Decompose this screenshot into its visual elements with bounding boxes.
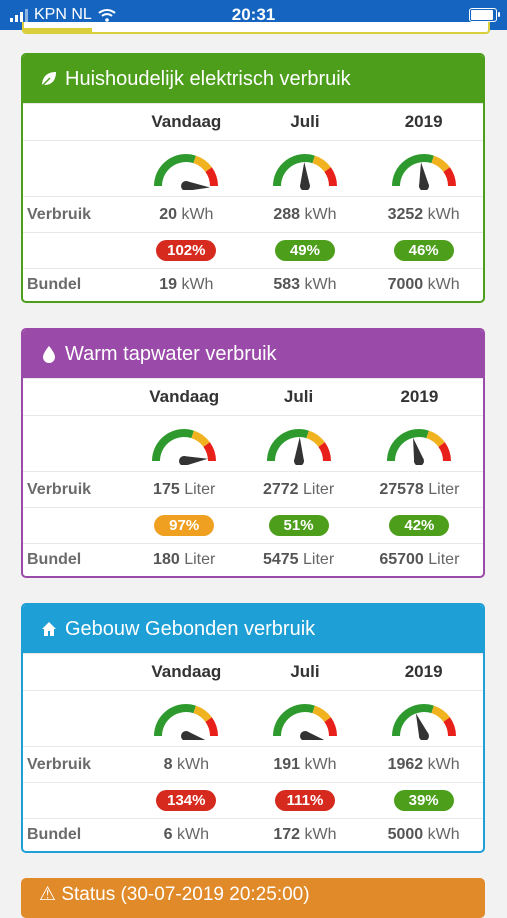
column-header: 2019 <box>364 653 483 691</box>
bundle-value: 5000 kWh <box>364 818 483 851</box>
usage-panel: Huishoudelijk elektrisch verbruik Vandaa… <box>21 53 485 303</box>
column-header: Vandaag <box>127 103 246 141</box>
table-row <box>23 415 483 472</box>
bundle-value: 583 kWh <box>245 268 365 301</box>
usage-value: 175 Liter <box>127 471 242 508</box>
row-label: Verbruik <box>23 746 127 783</box>
bundle-value: 180 Liter <box>127 543 242 576</box>
column-header: 2019 <box>364 103 483 141</box>
bundle-value: 7000 kWh <box>364 268 483 301</box>
percentage-badge: 51% <box>268 515 329 536</box>
usage-value: 288 kWh <box>245 196 365 233</box>
column-header: 2019 <box>355 378 483 416</box>
panel-title: Gebouw Gebonden verbruik <box>65 617 316 640</box>
column-header: Juli <box>245 653 365 691</box>
percentage-badge: 111% <box>274 790 335 811</box>
table-row: Verbruik 8 kWh 191 kWh 1962 kWh <box>23 746 483 783</box>
table-row: Vandaag Juli 2019 <box>23 653 483 691</box>
row-label: Bundel <box>23 818 127 851</box>
column-header: Juli <box>245 103 365 141</box>
usage-value: 1962 kWh <box>364 746 483 783</box>
usage-value: 27578 Liter <box>355 471 483 508</box>
gauge-icon <box>154 153 219 190</box>
water-drop-icon <box>39 344 59 364</box>
usage-value: 2772 Liter <box>241 471 356 508</box>
gauge-icon <box>152 428 217 465</box>
warning-icon: ⚠ <box>39 884 57 905</box>
table-row: Verbruik 20 kWh 288 kWh 3252 kWh <box>23 196 483 233</box>
table-row: 97% 51% 42% <box>23 507 483 544</box>
signal-icon <box>10 8 28 22</box>
leaf-icon <box>39 69 59 89</box>
gauge-icon <box>391 703 456 740</box>
percentage-badge: 49% <box>274 240 335 261</box>
gauge-icon <box>266 428 331 465</box>
table-row: 134% 111% 39% <box>23 782 483 819</box>
percentage-badge: 102% <box>156 240 217 261</box>
row-label: Bundel <box>23 543 127 576</box>
panel-title: Huishoudelijk elektrisch verbruik <box>65 67 351 90</box>
table-row: 102% 49% 46% <box>23 232 483 269</box>
gauge-icon <box>387 428 452 465</box>
bundle-value: 172 kWh <box>245 818 365 851</box>
usage-panel: Warm tapwater verbruik Vandaag Juli 2019 V… <box>21 328 485 578</box>
gauge-icon <box>154 703 219 740</box>
wifi-icon <box>98 9 116 22</box>
table-row: Bundel 6 kWh 172 kWh 5000 kWh <box>23 818 483 851</box>
column-header: Vandaag <box>127 378 242 416</box>
table-row: Vandaag Juli 2019 <box>23 378 483 416</box>
percentage-badge: 97% <box>154 515 215 536</box>
gauge-icon <box>391 153 456 190</box>
panel-header[interactable]: Gebouw Gebonden verbruik <box>23 605 483 653</box>
previous-panel-edge <box>22 22 490 34</box>
percentage-badge: 39% <box>393 790 454 811</box>
clock: 20:31 <box>231 5 276 24</box>
usage-value: 20 kWh <box>127 196 246 233</box>
table-row: Bundel 19 kWh 583 kWh 7000 kWh <box>23 268 483 301</box>
bundle-value: 5475 Liter <box>241 543 356 576</box>
row-label: Verbruik <box>23 471 127 508</box>
percentage-badge: 134% <box>156 790 217 811</box>
usage-value: 8 kWh <box>127 746 246 783</box>
table-row <box>23 140 483 197</box>
status-panel-header[interactable]: ⚠ Status (30-07-2019 20:25:00) <box>21 878 485 918</box>
percentage-badge: 46% <box>393 240 454 261</box>
table-row: Verbruik 175 Liter 2772 Liter 27578 Liter <box>23 471 483 508</box>
table-row: Vandaag Juli 2019 <box>23 103 483 141</box>
bundle-value: 65700 Liter <box>355 543 483 576</box>
bundle-value: 19 kWh <box>127 268 246 301</box>
usage-value: 191 kWh <box>245 746 365 783</box>
usage-table: Vandaag Juli 2019 Verbruik 8 kWh 191 kWh 1962… <box>23 653 483 851</box>
row-label: Bundel <box>23 268 127 301</box>
table-row: Bundel 180 Liter 5475 Liter 65700 Liter <box>23 543 483 576</box>
home-icon <box>39 619 59 639</box>
carrier-label: KPN NL <box>34 6 92 23</box>
usage-panel: Gebouw Gebonden verbruik Vandaag Juli 2019… <box>21 603 485 853</box>
carrier-info: KPN NL <box>10 6 116 24</box>
bundle-value: 6 kWh <box>127 818 246 851</box>
usage-value: 3252 kWh <box>364 196 483 233</box>
table-row <box>23 690 483 747</box>
usage-table: Vandaag Juli 2019 Verbruik 175 Liter 2772 Li… <box>23 378 483 576</box>
status-panel-title: Status (30-07-2019 20:25:00) <box>61 884 310 905</box>
percentage-badge: 42% <box>389 515 450 536</box>
panel-title: Warm tapwater verbruik <box>65 342 277 365</box>
gauge-icon <box>272 153 337 190</box>
row-label: Verbruik <box>23 196 127 233</box>
gauge-icon <box>272 703 337 740</box>
battery-icon <box>469 8 500 22</box>
usage-table: Vandaag Juli 2019 Verbruik 20 kWh 288 kWh 325… <box>23 103 483 301</box>
panel-header[interactable]: Warm tapwater verbruik <box>23 330 483 378</box>
column-header: Juli <box>241 378 356 416</box>
column-header: Vandaag <box>127 653 246 691</box>
panel-header[interactable]: Huishoudelijk elektrisch verbruik <box>23 55 483 103</box>
